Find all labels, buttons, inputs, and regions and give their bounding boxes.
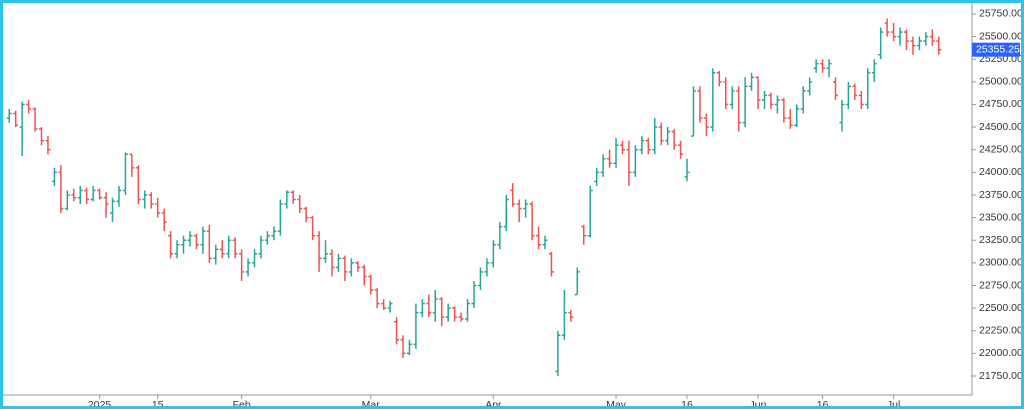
y-tick-label: 24750.00 — [979, 98, 1021, 110]
chart: 21750.00 22000.00 22250.00 22500.00 22750.00… — [3, 3, 1021, 406]
y-tick-label: 22000.00 — [979, 347, 1021, 359]
y-tick-label: 24500.00 — [979, 121, 1021, 133]
x-tick-label: 16 — [681, 399, 693, 406]
last-price-box — [972, 42, 1020, 57]
x-tick-label: 16 — [817, 399, 829, 406]
x-tick-label: May — [606, 399, 627, 406]
x-tick-label: Jun — [750, 399, 767, 406]
y-tick-label: 25750.00 — [979, 8, 1021, 20]
x-tick-label: 2025 — [88, 399, 112, 406]
y-tick-label: 21750.00 — [979, 370, 1021, 382]
y-tick-label: 23500.00 — [979, 211, 1021, 223]
y-tick-label: 23750.00 — [979, 189, 1021, 201]
last-price-label: 25355.25 — [976, 43, 1020, 55]
y-tick-label: 22500.00 — [979, 302, 1021, 314]
x-tick-label: Apr — [485, 399, 502, 406]
y-tick-label: 24250.00 — [979, 144, 1021, 156]
x-tick-label: Mar — [362, 399, 381, 406]
y-tick-label: 24000.00 — [979, 166, 1021, 178]
x-tick-label: 15 — [152, 399, 164, 406]
y-tick-label: 22250.00 — [979, 325, 1021, 337]
y-tick-label: 25000.00 — [979, 76, 1021, 88]
y-tick-label: 23250.00 — [979, 234, 1021, 246]
x-tick-label: Jul — [887, 399, 900, 406]
y-tick-label: 22750.00 — [979, 279, 1021, 291]
y-tick-label: 25500.00 — [979, 30, 1021, 42]
y-tick-label: 23000.00 — [979, 257, 1021, 269]
x-tick-label: Feb — [233, 399, 251, 406]
